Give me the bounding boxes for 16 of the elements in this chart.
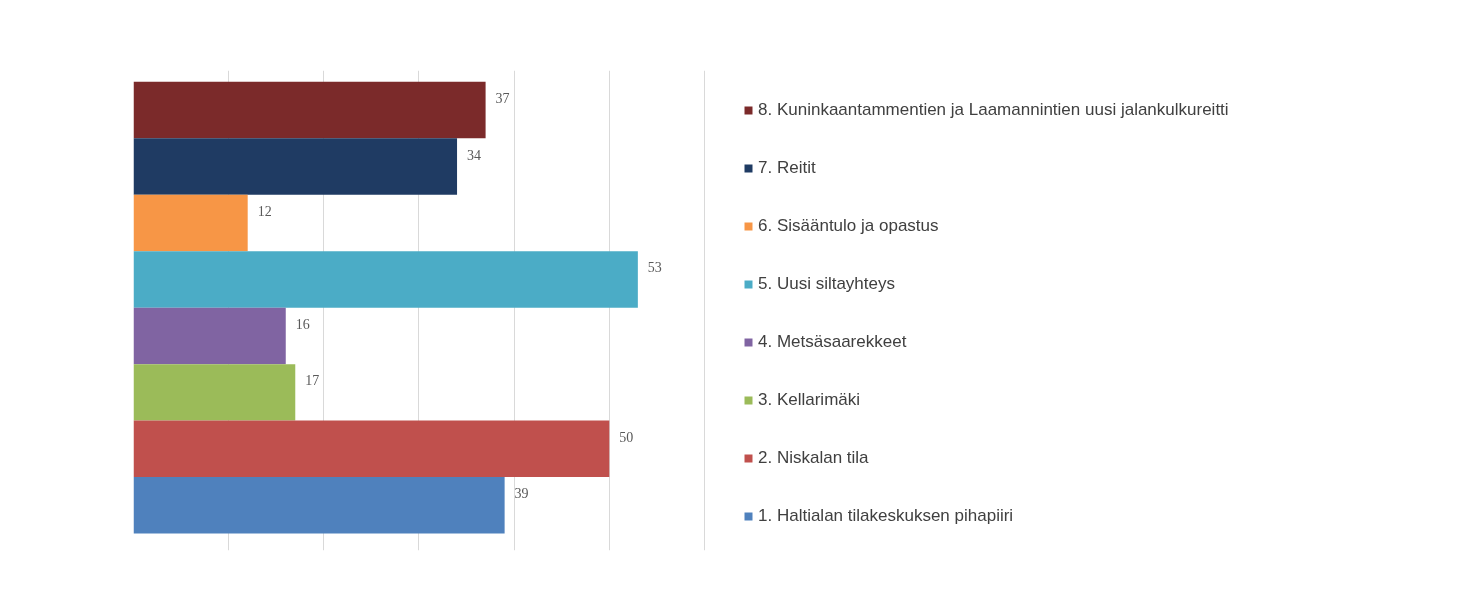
data-label: 16 <box>295 316 310 332</box>
data-label: 50 <box>619 429 634 445</box>
legend-label: 4. Metsäsaarekkeet <box>758 332 907 352</box>
legend-label: 3. Kellarimäki <box>758 390 861 410</box>
legend-label: 2. Niskalan tila <box>758 448 869 468</box>
data-label: 12 <box>257 203 272 219</box>
legend-label: 1. Haltialan tilakeskuksen pihapiiri <box>758 506 1014 526</box>
legend-label: 5. Uusi siltayhteys <box>758 274 895 294</box>
data-label: 17 <box>305 373 320 389</box>
data-label: 39 <box>514 486 529 502</box>
legend-label: 8. Kuninkaantammentien ja Laamannintien uusi jalankulkureitti <box>758 100 1229 120</box>
legend-label: 7. Reitit <box>758 158 816 178</box>
data-label: 53 <box>647 260 662 276</box>
data-label: 34 <box>467 147 482 163</box>
legend-label: 6. Sisääntulo ja opastus <box>758 216 939 236</box>
data-label: 37 <box>495 91 510 107</box>
